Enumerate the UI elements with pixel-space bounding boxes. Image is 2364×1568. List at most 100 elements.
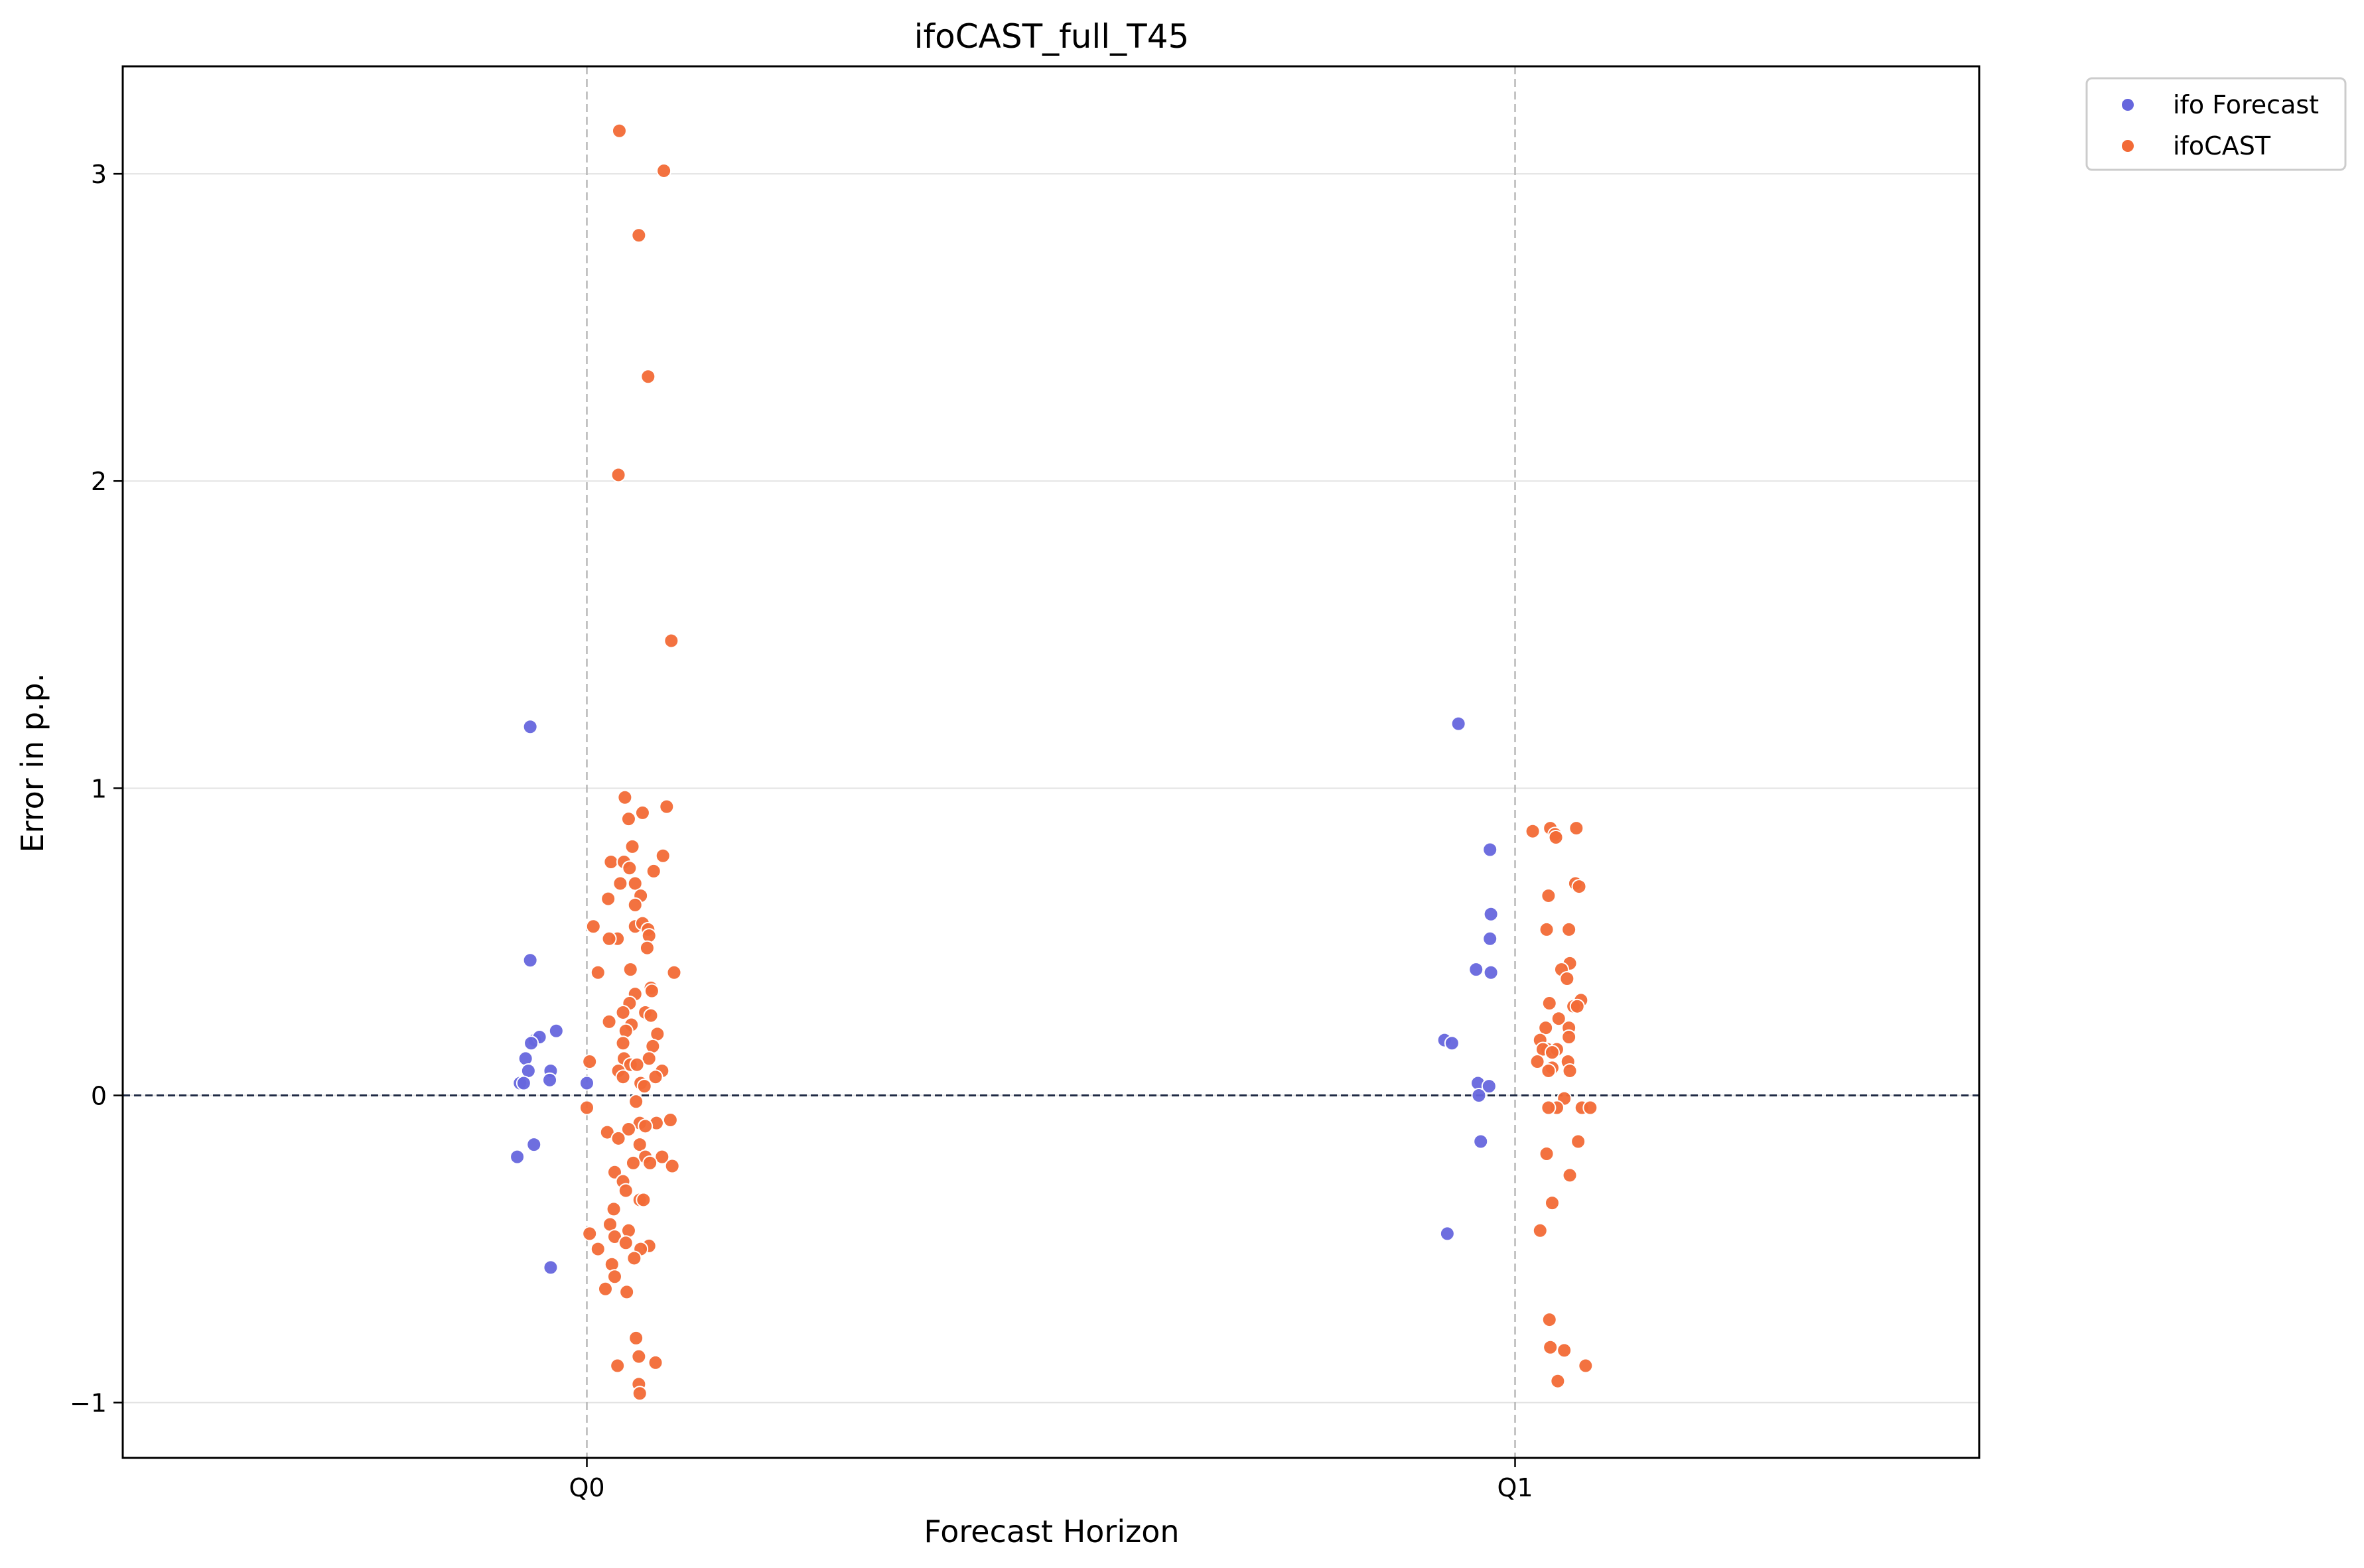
data-point-ifocast [590,1241,606,1257]
data-point-ifocast [606,1269,622,1285]
legend-marker-ifo-forecast [2121,98,2135,112]
data-point-ifocast [1578,1358,1594,1374]
data-point-ifocast [639,940,655,956]
data-point-ifocast [636,1192,652,1208]
data-point-ifocast [1538,1020,1554,1036]
data-point-ifocast [627,897,643,913]
data-point-ifocast [1539,1145,1555,1161]
data-point-ifo-forecast [1439,1226,1455,1242]
data-point-ifocast [601,1013,617,1029]
legend-label-ifo-forecast: ifo Forecast [2173,90,2319,119]
chart-title: ifoCAST_full_T45 [914,17,1190,56]
data-point-ifocast [612,876,628,891]
data-point-ifocast [620,1121,636,1137]
y-axis-label: Error in p.p. [15,673,50,853]
y-tick-label: 3 [91,160,107,189]
data-point-ifocast [646,863,661,879]
data-point-ifocast [641,928,657,944]
data-point-ifocast [1557,1342,1572,1358]
data-point-ifocast [663,633,679,649]
data-point-ifocast [601,931,617,947]
data-point-ifo-forecast [522,952,538,968]
data-point-ifocast [648,1354,663,1370]
data-point-ifocast [624,838,640,854]
data-point-ifocast [1562,1063,1578,1078]
data-point-ifocast [632,1137,648,1153]
data-point-ifocast [615,1069,631,1085]
data-point-ifocast [1561,921,1577,937]
y-gridlines [123,173,1979,1404]
x-axis-ticks: Q0 Q1 [569,1458,1533,1502]
data-point-ifocast [579,1100,594,1116]
data-point-ifocast [1569,998,1585,1014]
data-point-ifocast [1525,823,1541,839]
data-point-ifocast [628,1094,644,1110]
data-point-ifocast [585,919,601,935]
legend-label-ifocast: ifoCAST [2173,131,2271,161]
data-point-ifocast [626,1250,642,1266]
data-point-ifocast [627,876,643,891]
data-point-ifocast [628,1330,644,1346]
category-guide-lines [586,66,1516,1458]
legend-marker-ifocast [2121,139,2135,153]
data-point-ifo-forecast [1481,1078,1497,1094]
data-point-ifocast [655,848,671,864]
data-point-ifocast [620,1222,636,1238]
plot-area-frame [121,65,1981,1459]
data-point-ifocast [662,1112,678,1128]
x-tick-label: Q0 [569,1473,604,1502]
data-point-ifocast [1559,971,1575,987]
data-point-ifocast [632,1386,648,1402]
data-point-ifo-forecast [543,1260,559,1275]
data-point-ifocast [1582,1100,1598,1116]
data-point-ifocast [590,964,606,980]
y-axis-ticks: −1 0 1 2 3 [70,160,123,1418]
data-point-ifocast [600,891,616,907]
data-point-ifocast [617,789,633,805]
data-point-ifocast [642,1155,658,1171]
x-axis-label: Forecast Horizon [924,1514,1179,1549]
data-point-ifo-forecast [1444,1035,1460,1051]
data-point-ifocast [638,1118,654,1134]
data-point-ifo-forecast [510,1149,525,1165]
data-point-ifocast [606,1201,622,1217]
data-point-ifocast [1541,887,1557,903]
data-point-ifocast [1551,1011,1566,1027]
data-point-ifocast [1541,1100,1557,1116]
data-point-ifocast [666,964,682,980]
data-point-ifocast [615,1004,631,1020]
data-point-ifocast [664,1158,680,1174]
data-point-ifocast [1544,1045,1560,1061]
data-point-ifocast [622,962,638,978]
data-point-ifo-forecast [1482,842,1498,858]
data-point-ifocast [582,1226,598,1242]
data-point-ifocast [1541,996,1557,1012]
data-point-ifocast [640,369,656,385]
data-point-ifocast [1550,1373,1566,1389]
data-point-ifo-forecast [1482,931,1498,947]
data-point-ifo-forecast [526,1137,542,1153]
data-point-ifocast [636,1078,652,1094]
data-point-ifocast [631,228,647,243]
data-point-ifocast [1562,1167,1578,1183]
data-point-ifo-forecast [518,1051,533,1067]
data-point-ifo-forecast [542,1072,558,1088]
data-point-ifocast [1548,829,1564,845]
data-point-ifocast [1570,1134,1586,1149]
data-point-ifocast [656,163,672,178]
data-point-ifocast [1541,1312,1557,1328]
data-points [510,123,1598,1402]
data-point-ifo-forecast [548,1023,564,1039]
data-point-ifocast [620,811,636,827]
data-point-ifocast [615,1035,631,1051]
data-point-ifo-forecast [1471,1088,1487,1104]
data-point-ifocast [648,1069,663,1085]
data-point-ifocast [610,467,626,483]
data-point-ifo-forecast [1483,964,1499,980]
data-point-ifo-forecast [1473,1134,1489,1149]
data-point-ifocast [641,1051,657,1067]
data-point-ifocast [1529,1054,1545,1070]
data-point-ifo-forecast [579,1075,594,1091]
data-point-ifocast [1543,1339,1559,1355]
